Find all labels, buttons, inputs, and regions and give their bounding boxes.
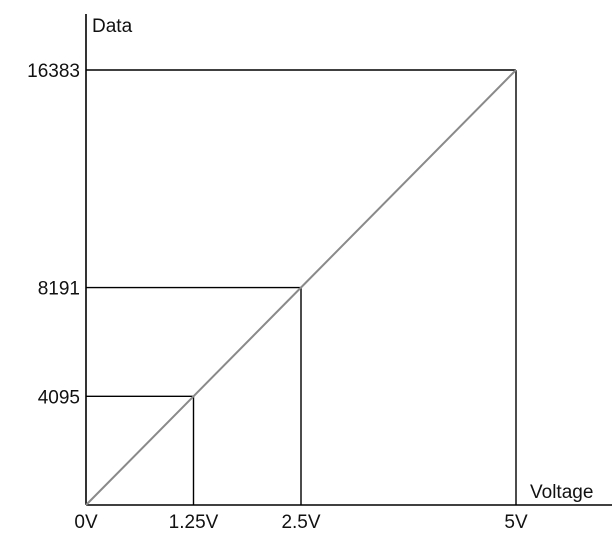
y-tick-label-2: 16383 [27,61,80,82]
series-layer [85,69,517,506]
y-axis-label: Data [92,16,133,37]
y-tick-label-1: 8191 [38,279,80,300]
series-line-0 [85,69,517,506]
x-tick-label-0: 0V [74,512,98,533]
reference-lines [86,69,517,505]
axes [85,14,612,506]
x-tick-labels: 0V 1.25V 2.5V 5V [74,512,528,533]
x-tick-label-3: 5V [504,512,528,533]
y-tick-label-0: 4095 [38,387,80,408]
y-tick-labels: 4095 8191 16383 [27,61,80,408]
x-axis-label: Voltage [530,482,593,503]
x-tick-label-1: 1.25V [169,512,219,533]
x-tick-label-2: 2.5V [281,512,320,533]
